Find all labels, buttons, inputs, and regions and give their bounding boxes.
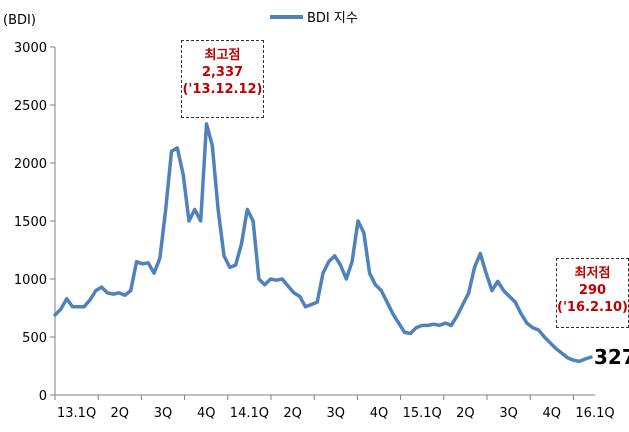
x-tick-label: 3Q — [499, 406, 518, 421]
legend-label: BDI 지수 — [307, 11, 358, 26]
trough-label: 최저점 — [574, 266, 611, 281]
trough-date: ('16.2.10) — [557, 300, 628, 315]
y-tick-label: 1500 — [14, 215, 47, 230]
x-tick-label: 13.1Q — [57, 406, 96, 421]
y-tick-label: 2000 — [14, 157, 47, 172]
peak-date: ('13.12.12) — [182, 82, 263, 97]
y-axis: 0 500 1000 1500 2000 2500 3000 — [14, 41, 56, 404]
y-tick-label: 500 — [22, 331, 47, 346]
y-axis-label: (BDI) — [3, 13, 36, 28]
last-value-label: 327 — [594, 345, 629, 369]
x-tick-label: 15.1Q — [403, 406, 442, 421]
x-tick-label: 4Q — [197, 406, 216, 421]
y-tick-label: 0 — [39, 389, 47, 404]
y-tick-label: 3000 — [14, 41, 47, 56]
chart-legend: BDI 지수 — [270, 11, 358, 26]
bdi-series-line — [53, 122, 593, 364]
x-tick-label: 4Q — [370, 406, 389, 421]
x-tick-label: 2Q — [283, 406, 302, 421]
peak-annotation: 최고점 2,337 ('13.12.12) — [181, 40, 264, 118]
x-tick-label: 3Q — [327, 406, 346, 421]
y-tick-label: 2500 — [14, 99, 47, 114]
x-tick-label: 3Q — [154, 406, 173, 421]
trough-value: 290 — [578, 283, 607, 298]
x-tick-label: 4Q — [543, 406, 562, 421]
peak-value: 2,337 — [201, 65, 244, 80]
x-tick-label: 16.1Q — [575, 406, 614, 421]
x-axis: 13.1Q 2Q 3Q 4Q 14.1Q 2Q 3Q 4Q 15.1Q 2Q 3Q 4Q 16.1Q — [54, 394, 615, 421]
x-tick-label: 2Q — [111, 406, 130, 421]
x-tick-label: 14.1Q — [230, 406, 269, 421]
peak-label: 최고점 — [204, 48, 241, 63]
y-tick-label: 1000 — [14, 273, 47, 288]
x-tick-label: 2Q — [456, 406, 475, 421]
trough-annotation: 최저점 290 ('16.2.10) — [556, 258, 629, 328]
series-layer — [53, 122, 593, 364]
